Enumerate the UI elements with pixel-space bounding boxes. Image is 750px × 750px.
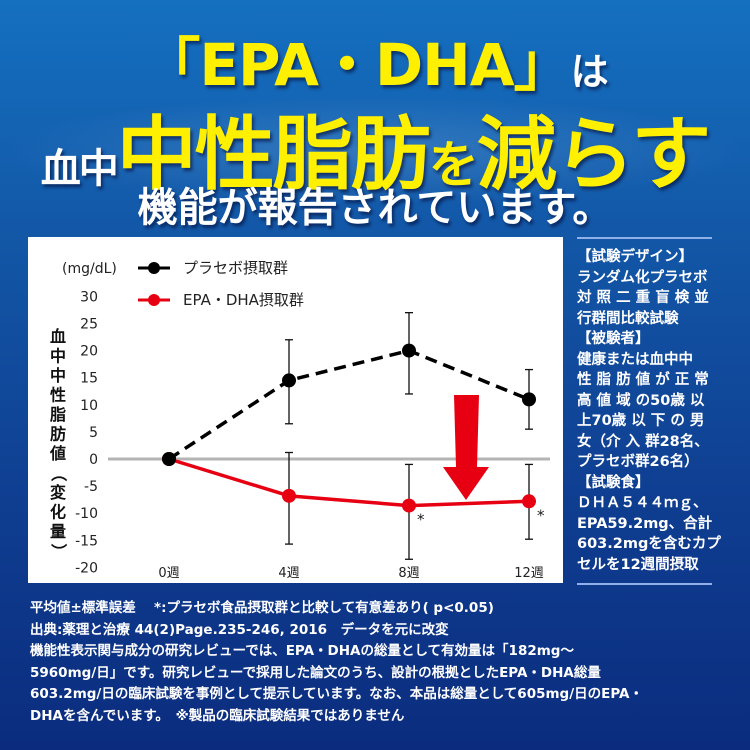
svg-text:肪: 肪 [50,425,66,444]
footnote-line: 5960mg/日」です。研究レビューで採用した論文のうち、設計の根拠としたEPA… [30,664,601,681]
headline-reduce: 減らす [476,108,711,201]
headline-line-2: 血中中性脂肪を減らす [0,90,750,206]
unit-label: (mg/dL) [62,261,117,277]
study-info-line: 健康または血中中 [577,351,693,368]
y-tick-label: -10 [75,506,98,522]
y-tick-label: 0 [89,452,98,468]
y-tick-label: -20 [75,560,98,576]
legend: プラセボ摂取群 EPA・DHA摂取群 [138,259,304,309]
study-info-line: 女（介 入 群28名、 [577,433,709,450]
x-tick-label: 4週 [278,566,299,581]
svg-text:変: 変 [50,483,66,502]
data-point [522,392,536,407]
study-info-line: セルを12週間摂取 [577,556,699,573]
plot-area: * * [162,312,545,560]
svg-text:値: 値 [49,444,66,463]
bracket-open: 「 [142,31,200,99]
study-info-line: 【被験者】 [577,331,650,347]
significance-mark: * [537,506,545,524]
svg-text:化: 化 [50,503,66,522]
y-tick-label: 15 [80,371,98,387]
line-chart: (mg/dL) プラセボ摂取群 EPA・DHA摂取群 30 25 20 15 10 5 0 -5… [49,259,550,581]
x-tick-label: 8週 [398,566,419,581]
down-arrow-icon [443,395,489,500]
y-tick-label: 30 [80,289,98,305]
legend-label: EPA・DHA摂取群 [183,291,304,309]
footnote-line: 機能性表示関与成分の研究レビューでは、EPA・DHAの総量として有効量は「182… [30,643,574,659]
study-info-line: ＤＨＡ５４４ｍｇ、 [577,495,708,511]
significance-mark: * [417,511,425,529]
data-point [282,488,296,503]
study-info-line: EPA59.2mg、合計 [577,515,713,532]
x-axis-ticks: 0週 4週 8週 12週 [158,566,543,581]
water-splash-decoration [0,95,750,205]
y-tick-label: 20 [80,344,98,360]
headline-epa-dha: EPA・DHA [199,31,514,99]
svg-text:中: 中 [50,366,66,385]
x-tick-label: 12週 [514,566,544,581]
divider-bottom [577,583,712,585]
y-tick-label: -5 [84,479,98,495]
svg-text:脂: 脂 [50,405,66,424]
data-point [162,452,176,466]
chart-panel: (mg/dL) プラセボ摂取群 EPA・DHA摂取群 30 25 20 15 10 5 0 -5… [28,237,563,583]
data-point [402,498,416,513]
y-tick-label: 10 [80,398,98,414]
study-info-line: 【試験デザイン】 [577,249,693,265]
y-tick-label: -15 [75,533,98,549]
svg-text:中: 中 [50,347,66,366]
x-tick-label: 0週 [158,566,179,581]
svg-text:血: 血 [50,327,66,346]
footnote-line: 出典:薬理と治療 44(2)Page.235-246, 2016 データを元に改… [30,621,449,638]
study-info-line: 【試験食】 [577,474,650,491]
study-info-line: 高 値 域 の50歳 以 [577,392,705,409]
svg-text:量: 量 [50,522,66,541]
study-info-line: 上70歳 以 下 の 男 [577,413,705,429]
divider-top [577,237,712,239]
headline-particle-wo: を [428,136,479,194]
study-info-line: 対 照 二 重 盲 検 並 [577,290,709,306]
study-info-line: ランダム化プラセボ [577,269,708,286]
y-axis-ticks: 30 25 20 15 10 5 0 -5 -10 -15 -20 [75,289,98,576]
study-info-panel: 【試験デザイン】 ランダム化プラセボ対 照 二 重 盲 検 並行群間比較試験 【被験… [577,237,737,585]
series-line [168,348,530,461]
headline-line-1: 「EPA・DHA」は [0,18,750,102]
data-point [282,373,296,388]
footnote-line: 平均値±標準誤差 *:プラセボ食品摂取群と比較して有意差あり( p<0.05) [30,600,494,616]
footnotes: 平均値±標準誤差 *:プラセボ食品摂取群と比較して有意差あり( p<0.05) 出… [30,598,730,727]
data-point [402,343,416,358]
data-point [522,494,536,509]
svg-text:（: （ [49,465,68,481]
y-tick-label: 25 [80,317,98,333]
series-line [168,457,530,508]
y-tick-label: 5 [89,425,98,441]
headline-particle-wa: は [570,50,609,94]
svg-text:性: 性 [50,386,66,405]
study-info-line: 603.2mgを含むカプ [577,536,721,552]
study-info-line: 行群間比較試験 [577,310,679,327]
bracket-close: 」 [513,31,572,99]
study-info-line: 性 脂 肪 値 が 正 常 [577,372,709,388]
headline-triglyceride: 中性脂肪 [116,108,431,201]
footnote-line: DHAを含んでいます。 ※製品の臨床試験結果ではありません [30,707,405,724]
svg-text:）: ） [49,543,68,559]
study-info-line: プラセボ群26名） [577,454,699,470]
footnote-line: 603.2mg/日の臨床試験を事例として提示しています。なお、本品は総量として6… [30,686,643,702]
headline-line-3: 機能が報告されています。 [137,185,613,231]
headline-blood: 血中 [40,146,119,192]
legend-label: プラセボ摂取群 [183,259,288,277]
